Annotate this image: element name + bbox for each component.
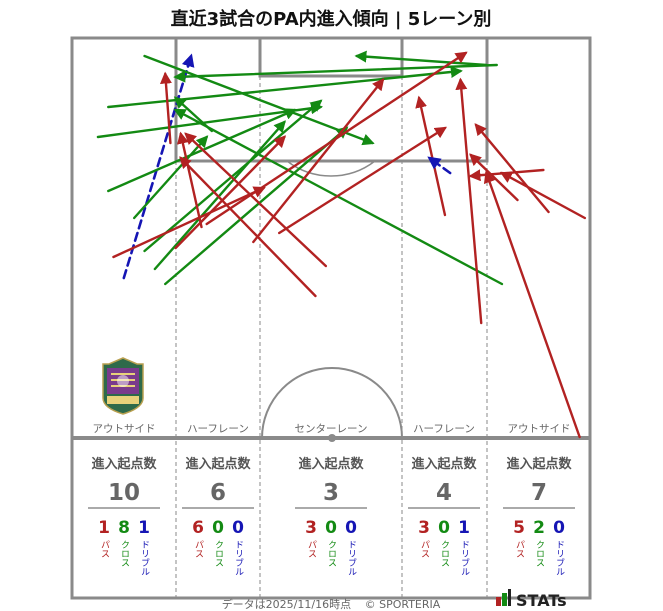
lane-total-3: 4 [436,480,452,506]
cross-arrow-4 [107,108,297,193]
lane-total-0: 10 [108,480,140,506]
lane-0-pass-count: 1 [98,518,110,538]
dribble-arrow-29 [427,156,452,175]
team-crest-icon [102,357,144,415]
lane-3-dribble-label: ドリブル [459,540,470,576]
lane-name-0: アウトサイド [93,423,156,435]
pass-arrow-23 [455,77,483,325]
stats-logo-icon [496,589,511,606]
lane-2-cross-label: クロス [326,540,336,567]
lane-header-1: 進入起点数 [185,456,251,472]
lane-0-cross-label: クロス [119,540,129,567]
lane-3-dribble-count: 1 [458,518,470,538]
lane-name-1: ハーフレーン [187,423,249,435]
lane-0-dribble-count: 1 [138,518,150,538]
lane-2-dribble-label: ドリブル [346,540,357,576]
lane-1-cross-label: クロス [213,540,223,567]
footer-credit: データは2025/11/16時点 © SPORTERIA [222,597,441,611]
lane-1-cross-count: 0 [212,518,224,538]
chart-title: 直近3試合のPA内進入傾向 | 5レーン別 [171,8,492,30]
lane-4-dribble-label: ドリブル [554,540,565,576]
lane-4-pass-count: 5 [513,518,525,538]
lane-3-cross-count: 0 [438,518,450,538]
dribble-arrow-0 [122,53,195,280]
lane-4-pass-label: パス [514,540,525,558]
lane-name-2: センターレーン [295,423,368,435]
lane-2-dribble-count: 0 [345,518,357,538]
lane-total-1: 6 [210,480,226,506]
lane-total-2: 3 [323,480,339,506]
lane-stats: 進入起点数101パス8クロス1ドリブル進入起点数66パス0クロス0ドリブル進入起… [88,456,575,576]
footer-date: データは2025/11/16時点 [222,597,351,611]
lane-header-2: 進入起点数 [298,456,364,472]
goal-area [258,36,404,78]
lane-1-pass-label: パス [193,540,204,558]
pass-arrow-22 [415,95,447,217]
lane-total-4: 7 [531,480,547,506]
cross-arrow-10 [153,120,286,271]
pass-arrow-13 [112,186,266,259]
lane-0-dribble-label: ドリブル [139,540,150,576]
footer-copyright: © SPORTERIA [365,598,441,611]
pass-arrow-15 [174,135,287,250]
pass-arrow-25 [474,123,550,214]
lane-1-dribble-label: ドリブル [233,540,244,576]
pass-arrow-17 [179,156,317,298]
pass-arrow-20 [252,78,385,244]
lane-0-pass-label: パス [99,540,110,558]
lane-2-pass-label: パス [306,540,317,558]
lane-2-cross-count: 0 [325,518,337,538]
cross-arrow-1 [143,54,375,146]
pass-arrow-28 [469,153,519,202]
center-spot [328,434,336,442]
lane-name-4: アウトサイド [508,423,571,435]
pass-arrow-26 [499,171,587,220]
lane-2-pass-count: 3 [305,518,317,538]
pass-arrow-14 [159,71,172,145]
cross-arrow-11 [164,126,349,286]
lane-4-cross-count: 2 [533,518,545,538]
lane-header-4: 進入起点数 [506,456,572,472]
cross-arrow-9 [143,99,323,253]
lane-header-3: 進入起点数 [411,456,477,472]
lane-4-dribble-count: 0 [553,518,565,538]
lane-3-cross-label: クロス [439,540,449,567]
pass-arrow-21 [278,126,447,235]
brand-text: STATs [516,591,567,610]
pass-arrow-18 [184,132,328,268]
cross-arrow-12 [173,108,504,286]
lane-0-cross-count: 8 [118,518,130,538]
penalty-arc [286,160,376,177]
cross-arrow-5 [132,135,209,220]
lane-header-0: 進入起点数 [91,456,157,472]
cross-arrow-7 [354,50,488,67]
pass-arrow-27 [483,170,581,439]
lane-4-cross-label: クロス [534,540,544,567]
lane-name-3: ハーフレーン [413,423,475,435]
cross-arrow-3 [96,102,324,139]
center-circle [261,367,403,439]
arrows-layer [96,50,587,439]
pitch-border [70,36,592,600]
pitch [70,36,592,600]
lane-1-dribble-count: 0 [232,518,244,538]
pass-arrow-16 [177,131,203,229]
lane-1-pass-count: 6 [192,518,204,538]
lane-labels: アウトサイド ハーフレーン センターレーン ハーフレーン アウトサイド [93,423,571,435]
lane-3-pass-count: 3 [418,518,430,538]
lane-3-pass-label: パス [419,540,430,558]
